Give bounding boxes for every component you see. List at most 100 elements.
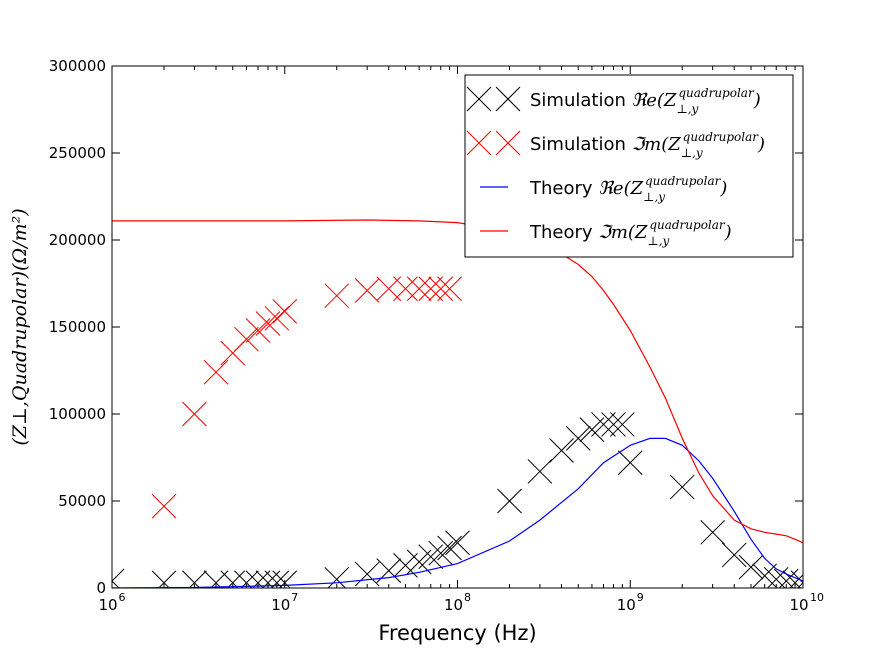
legend-math: ℑm(Z [632, 134, 682, 155]
marker-stroke [418, 276, 444, 302]
marker-stroke [721, 542, 747, 568]
legend-superscript: quadrupolar [649, 218, 726, 232]
data-point [203, 359, 229, 385]
data-point [527, 459, 553, 484]
marker-stroke [272, 298, 298, 324]
data-point [497, 488, 522, 514]
legend-swatch-marker [466, 86, 492, 112]
data-point [418, 276, 444, 302]
x-tick-label: 10 [617, 596, 636, 614]
data-point [324, 283, 350, 309]
y-tick-label: 250000 [49, 144, 106, 162]
legend-superscript: quadrupolar [678, 86, 755, 100]
y-tick-label: 300000 [49, 57, 106, 75]
legend-close: ) [719, 178, 727, 199]
data-point [255, 311, 281, 336]
marker-stroke [609, 412, 635, 437]
series-group [112, 219, 803, 588]
x-tick-label-exponent: 6 [119, 591, 126, 604]
data-point [264, 570, 290, 588]
marker-stroke [234, 326, 259, 352]
marker-stroke [252, 570, 271, 588]
data-point [393, 276, 418, 302]
data-point [437, 535, 462, 561]
legend-entry-label: Theory ℑm(Z⊥,y quadrupolar) [529, 218, 732, 248]
series-line-2 [112, 437, 803, 588]
y-tick-label: 150000 [49, 318, 106, 336]
marker-stroke [437, 276, 462, 302]
marker-stroke [428, 540, 454, 566]
x-tick-label: 10 [98, 596, 117, 614]
marker-stroke [182, 401, 207, 427]
data-point [752, 563, 778, 588]
marker-stroke [264, 305, 290, 331]
data-point [790, 570, 803, 588]
data-point [112, 568, 125, 588]
marker-stroke [495, 86, 521, 112]
legend-entry-label: Simulation ℜe(Z⊥,y quadrupolar) [530, 86, 761, 116]
data-point [565, 426, 591, 451]
data-point [203, 570, 229, 588]
marker-stroke [262, 570, 281, 588]
marker-stroke [466, 130, 492, 156]
x-tick-label-exponent: 10 [810, 591, 824, 604]
data-point [182, 570, 207, 588]
marker-stroke [203, 359, 229, 385]
marker-stroke [527, 459, 553, 484]
y-tick-label: 100000 [49, 405, 106, 423]
y-tick-label: 50000 [58, 492, 106, 510]
x-tick-label: 10 [444, 596, 463, 614]
data-point [601, 412, 626, 437]
x-tick-label-exponent: 7 [291, 591, 298, 604]
legend-prefix: Theory [529, 178, 598, 199]
data-point [437, 276, 462, 302]
marker-stroke [669, 474, 695, 500]
marker-stroke [700, 519, 726, 545]
data-point [324, 566, 350, 588]
data-point [376, 276, 402, 302]
marker-stroke [354, 278, 380, 303]
marker-stroke [393, 553, 418, 578]
legend-swatch-marker [466, 130, 492, 156]
y-tick-label: 200000 [49, 231, 106, 249]
marker-stroke [393, 276, 418, 302]
x-tick-label: 10 [271, 596, 290, 614]
data-point [234, 570, 259, 588]
data-point [245, 318, 271, 343]
data-point [669, 474, 695, 500]
legend-prefix: Simulation [530, 90, 632, 111]
marker-stroke [738, 554, 764, 580]
marker-stroke [406, 549, 432, 575]
marker-stroke [245, 318, 271, 343]
marker-stroke [497, 488, 522, 514]
legend-math: ℑm(Z [598, 222, 648, 243]
data-point [354, 278, 380, 303]
marker-stroke [428, 276, 454, 302]
marker-stroke [579, 417, 605, 443]
legend-prefix: Simulation [530, 134, 632, 155]
legend-close: ) [753, 90, 761, 111]
marker-stroke [210, 570, 229, 588]
marker-stroke [255, 311, 281, 336]
marker-stroke [752, 563, 778, 588]
marker-stroke [778, 568, 799, 588]
data-point [245, 570, 271, 588]
marker-stroke [270, 570, 290, 588]
data-point [617, 450, 643, 476]
data-point [264, 305, 290, 331]
data-point [721, 542, 747, 568]
data-point [418, 544, 444, 570]
data-point [220, 570, 246, 588]
marker-stroke [437, 535, 462, 561]
marker-stroke [790, 570, 803, 584]
legend-entry-label: Simulation ℑm(Z⊥,y quadrupolar) [530, 130, 765, 160]
marker-stroke [376, 276, 402, 302]
data-point [445, 530, 470, 556]
marker-stroke [406, 276, 432, 302]
y-tick-label: 0 [96, 579, 106, 597]
data-point [182, 401, 207, 427]
legend-swatch-marker [495, 130, 521, 156]
marker-stroke [112, 568, 125, 582]
marker-stroke [354, 561, 380, 587]
